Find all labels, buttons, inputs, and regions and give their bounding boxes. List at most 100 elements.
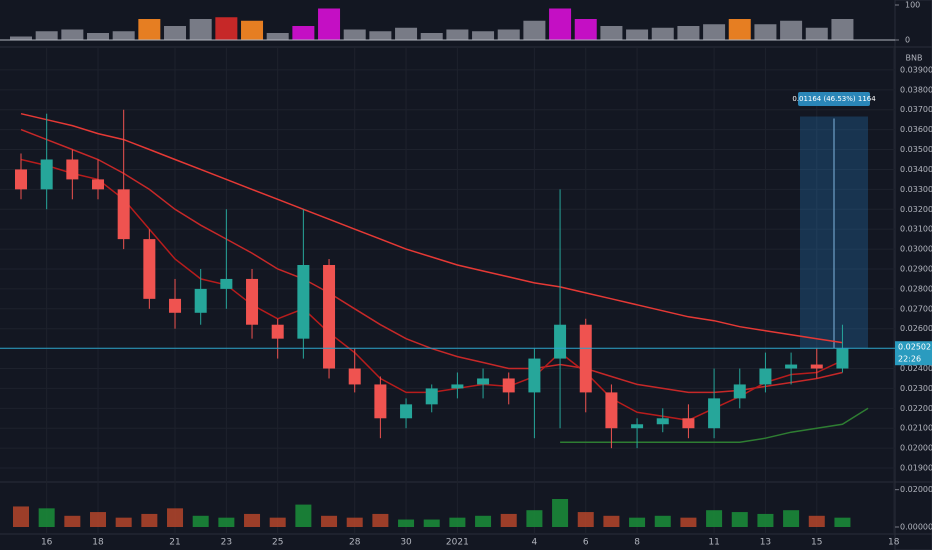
volume-bar <box>398 519 415 527</box>
indicator-bar <box>497 29 520 40</box>
candle-body <box>656 418 669 425</box>
y-tick-label: 0.03100 <box>900 225 932 234</box>
last-price-bg <box>895 341 932 366</box>
candle-body <box>785 364 798 369</box>
indicator-bar <box>523 20 546 40</box>
indicator-bar <box>420 33 443 40</box>
indicator-bar <box>292 26 315 40</box>
candle-body <box>66 159 79 180</box>
indicator-bar <box>241 20 264 40</box>
volume-bar <box>141 513 158 527</box>
indicator-bar <box>780 20 803 40</box>
y-tick-label: 0.02200 <box>900 404 932 413</box>
volume-bar <box>167 508 184 527</box>
x-tick-label: 21 <box>169 538 180 548</box>
y-tick-label: 0.03800 <box>900 85 932 94</box>
last-price-label: 0.02502 <box>898 343 931 352</box>
volume-bar <box>295 504 312 527</box>
y-tick-label: 0.03900 <box>900 65 932 74</box>
y-tick-label: 0.02000 <box>900 444 932 453</box>
y-tick-label: 0.03700 <box>900 105 932 114</box>
indicator-bar <box>112 31 135 40</box>
x-tick-label: 25 <box>272 538 283 548</box>
volume-bar <box>244 513 261 527</box>
y-tick-label: 0.02000 <box>900 485 932 494</box>
position-label-bg <box>798 92 870 106</box>
x-tick-label: 18 <box>888 538 900 548</box>
volume-bar <box>269 517 286 527</box>
candle-body <box>579 324 592 393</box>
volume-bar <box>629 517 646 527</box>
indicator-bar <box>10 36 32 40</box>
candle-body <box>15 169 27 190</box>
y-tick-label: 0.02700 <box>900 304 932 313</box>
candle-body <box>143 239 156 299</box>
volume-bar <box>603 515 620 527</box>
x-tick-label: 16 <box>41 538 53 548</box>
candle-body <box>92 179 105 190</box>
volume-bar <box>13 506 29 527</box>
y-tick-label: 0.03300 <box>900 185 932 194</box>
indicator-bar <box>754 24 777 40</box>
volume-bar <box>552 499 569 527</box>
candle-body <box>759 368 772 385</box>
y-tick-label: 0 <box>905 36 910 45</box>
x-tick-label: 4 <box>532 538 538 548</box>
indicator-bar <box>728 19 751 40</box>
candle-body <box>554 324 567 359</box>
candle-body <box>810 364 823 369</box>
indicator-bar <box>318 8 341 40</box>
y-tick-label: 100 <box>905 1 920 10</box>
candle-body <box>836 348 849 369</box>
volume-bar <box>449 517 466 527</box>
candle-body <box>297 265 310 339</box>
y-tick-label: 0.02100 <box>900 424 932 433</box>
volume-bar <box>500 513 517 527</box>
symbol: BNB <box>906 54 923 63</box>
indicator-bar <box>651 27 674 40</box>
volume-bar <box>706 510 723 527</box>
volume-bar <box>654 515 671 527</box>
y-tick-label: 0.02900 <box>900 264 932 273</box>
candle-body <box>631 424 644 429</box>
indicator-bar <box>677 26 700 40</box>
indicator-bar <box>831 19 854 40</box>
candle-body <box>528 358 541 393</box>
indicator-bar <box>446 29 469 40</box>
y-tick-label: 0.03400 <box>900 165 932 174</box>
candle-body <box>605 392 618 429</box>
volume-bar <box>38 508 55 527</box>
volume-bar <box>577 512 594 527</box>
indicator-bar <box>35 31 58 40</box>
indicator-bar <box>805 27 828 40</box>
volume-bar <box>90 512 107 527</box>
indicator-bar <box>189 19 212 40</box>
x-tick-label: 30 <box>400 538 412 548</box>
indicator-bar <box>600 26 623 40</box>
candle-body <box>451 384 464 389</box>
x-tick-label: 8 <box>634 538 640 548</box>
volume-bar <box>680 517 697 527</box>
candle-body <box>425 388 438 405</box>
candle-body <box>477 378 490 385</box>
countdown: 22:26 <box>898 355 921 364</box>
indicator-bar <box>138 19 161 40</box>
x-tick-label: 2021 <box>446 538 469 548</box>
candle-body <box>502 378 515 393</box>
indicator-bar <box>395 27 418 40</box>
volume-bar <box>783 510 800 527</box>
volume-bar <box>115 517 132 527</box>
y-tick-label: 0.03600 <box>900 125 932 134</box>
volume-bar <box>731 512 748 527</box>
indicator-bar <box>87 33 110 40</box>
volume-bar <box>372 513 389 527</box>
volume-bar <box>321 515 338 527</box>
x-tick-label: 18 <box>92 538 104 548</box>
indicator-bar <box>472 31 495 40</box>
indicator-bar <box>703 24 726 40</box>
candle-body <box>323 265 336 369</box>
indicator-bar <box>266 33 289 40</box>
candle-body <box>733 384 746 399</box>
y-tick-label: 0.01900 <box>900 464 932 473</box>
